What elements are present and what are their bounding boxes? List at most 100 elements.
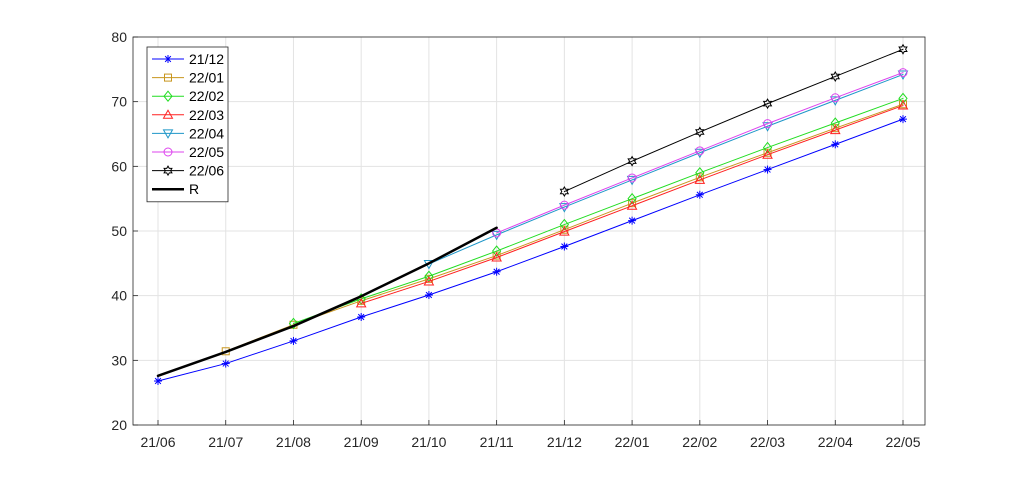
data-point-marker: [163, 165, 173, 177]
data-point-marker: [829, 124, 841, 135]
legend-item: 22/02: [152, 88, 224, 104]
series-22/06: [559, 43, 908, 198]
data-point-marker: [898, 43, 908, 55]
data-point-marker: [560, 242, 569, 251]
series-line: [563, 48, 904, 193]
x-axis: 21/06 21/07 21/08 21/09 21/10 21/11 21/12 22/01…: [140, 420, 921, 450]
data-point-marker: [627, 173, 637, 183]
series-line: [428, 74, 904, 265]
data-point-marker: [762, 149, 773, 159]
data-point-marker: [491, 245, 502, 257]
data-point-marker: [424, 274, 433, 283]
data-point-marker: [763, 165, 772, 174]
data-point-marker: [695, 146, 705, 156]
x-tick-label: 21/06: [140, 434, 175, 450]
data-point-marker: [897, 100, 909, 110]
data-point-marker: [559, 218, 570, 231]
data-point-marker: [763, 119, 773, 129]
y-tick-label: 60: [111, 158, 127, 174]
x-tick-label: 21/11: [480, 434, 514, 450]
x-tick-label: 21/12: [547, 434, 582, 450]
series-21/12: [154, 115, 907, 386]
data-point-marker: [423, 275, 435, 286]
data-point-marker: [163, 90, 173, 103]
x-tick-label: 22/02: [682, 434, 717, 450]
x-tick-label: 22/05: [885, 434, 920, 450]
legend-label: R: [189, 181, 199, 197]
data-point-marker: [627, 192, 637, 205]
data-point-marker: [762, 141, 773, 154]
series-layer: [154, 43, 909, 386]
data-point-marker: [830, 70, 841, 82]
data-point-marker: [355, 297, 367, 308]
series-22/05: [492, 68, 908, 238]
data-point-marker: [491, 230, 502, 241]
data-point-marker: [830, 93, 840, 103]
legend-item: 21/12: [152, 51, 224, 67]
data-point-marker: [695, 173, 704, 182]
data-point-marker: [899, 115, 907, 124]
data-point-marker: [694, 174, 706, 184]
data-point-marker: [626, 200, 638, 210]
data-point-marker: [164, 55, 172, 63]
x-tick-label: 22/01: [615, 434, 650, 450]
legend-label: 21/12: [189, 51, 224, 67]
data-point-marker: [491, 251, 502, 262]
y-axis: 20 30 40 50 60 70 80: [111, 29, 138, 433]
data-point-marker: [559, 186, 570, 198]
data-point-marker: [695, 190, 704, 199]
legend-label: 22/05: [189, 144, 224, 160]
data-point-marker: [492, 267, 501, 276]
data-point-marker: [357, 313, 366, 322]
x-tick-label: 21/09: [344, 434, 379, 450]
data-point-marker: [288, 317, 299, 330]
y-tick-label: 70: [111, 94, 127, 110]
legend-label: 22/02: [189, 88, 224, 104]
series-22/02: [288, 92, 908, 330]
data-point-marker: [897, 70, 909, 81]
legend-item: 22/01: [152, 70, 224, 86]
data-point-marker: [762, 98, 773, 110]
data-point-marker: [162, 129, 174, 139]
data-point-marker: [898, 92, 908, 105]
legend: 21/12 22/01 22/02 22/03 22/04 22/05 22/06 R: [146, 46, 229, 203]
legend-item: 22/03: [152, 107, 224, 123]
x-tick-label: 21/10: [411, 434, 446, 450]
legend-item: 22/04: [152, 125, 224, 141]
data-point-marker: [628, 216, 637, 225]
x-tick-label: 22/04: [818, 434, 853, 450]
series-line: [292, 97, 904, 324]
data-point-marker: [163, 147, 173, 157]
data-point-marker: [289, 336, 298, 345]
data-point-marker: [626, 175, 638, 186]
data-point-marker: [830, 117, 840, 129]
legend-item: 22/06: [152, 163, 224, 179]
data-point-marker: [221, 359, 230, 368]
x-tick-label: 22/03: [750, 434, 785, 450]
legend-item: 22/05: [152, 144, 224, 160]
y-tick-label: 50: [111, 223, 127, 239]
series-line: [360, 105, 904, 304]
series-line: [157, 118, 904, 382]
series-line: [156, 226, 498, 378]
data-point-marker: [831, 140, 840, 149]
legend-box: [146, 46, 229, 203]
x-tick-label: 21/08: [276, 434, 311, 450]
data-point-marker: [559, 200, 569, 210]
legend-item: R: [152, 181, 199, 197]
legend-label: 22/01: [189, 70, 224, 86]
legend-label: 22/03: [189, 107, 224, 123]
data-point-marker: [627, 155, 637, 167]
series-R: [156, 226, 498, 378]
y-tick-label: 20: [111, 417, 127, 433]
legend-label: 22/04: [189, 125, 224, 141]
data-point-marker: [898, 68, 908, 78]
data-point-marker: [628, 199, 637, 208]
data-point-marker: [424, 291, 433, 300]
y-tick-label: 30: [111, 352, 127, 368]
y-tick-label: 80: [111, 29, 127, 45]
series-line: [496, 72, 904, 234]
data-point-marker: [164, 73, 172, 82]
data-point-marker: [695, 166, 705, 179]
